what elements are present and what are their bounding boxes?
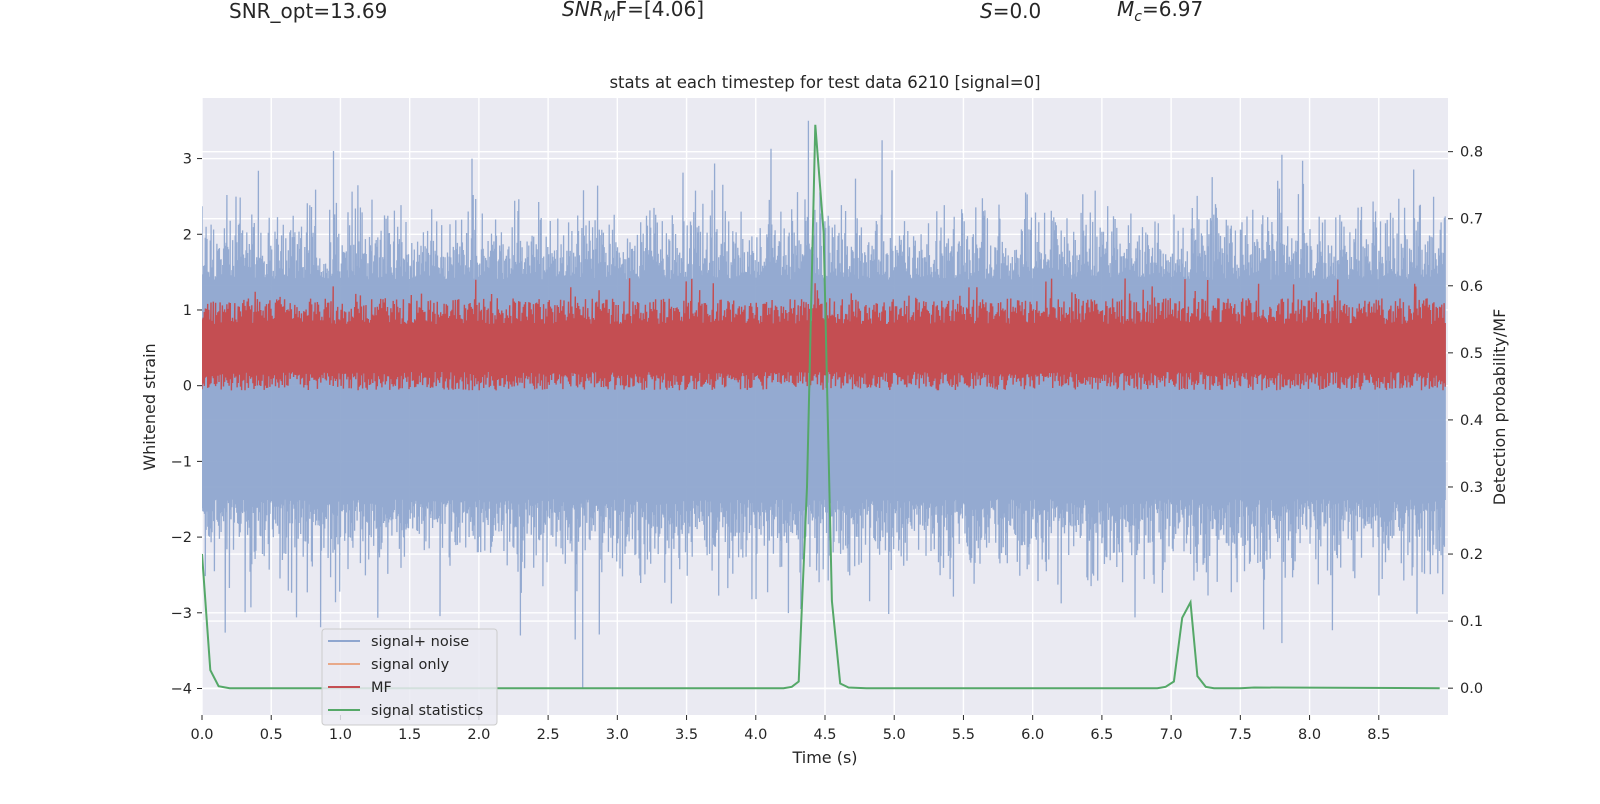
legend-label-mf: MF <box>371 680 392 696</box>
y-tick-label: 3 <box>183 152 192 168</box>
x-tick-label: 1.0 <box>329 727 352 743</box>
x-tick-label: 2.0 <box>467 727 490 743</box>
series-signal-noise <box>202 120 1446 689</box>
x-tick-label: 2.5 <box>537 727 560 743</box>
legend-label-signal-only: signal only <box>371 657 450 673</box>
y-axis-label: Whitened strain <box>140 343 159 470</box>
s-label: S=0.0 <box>980 0 1041 23</box>
y-tick-label: 1 <box>183 303 192 319</box>
y2-tick-label: 0.3 <box>1460 480 1483 496</box>
mc-value: =6.97 <box>1142 0 1203 21</box>
x-tick-label: 6.0 <box>1021 727 1044 743</box>
y2-axis-label: Detection probability/MF <box>1490 309 1509 506</box>
y2-tick-label: 0.5 <box>1460 346 1483 362</box>
y2-tick-label: 0.6 <box>1460 279 1483 295</box>
y2-tick-label: 0.8 <box>1460 145 1483 161</box>
x-tick-label: 7.5 <box>1229 727 1252 743</box>
x-tick-label: 8.5 <box>1367 727 1390 743</box>
y-axis-ticks: 3 2 1 0 −1 −2 −3 −4 <box>171 152 202 698</box>
snr-mf-value: F=[4.06] <box>616 0 704 21</box>
mc-label: Mc=6.97 <box>1117 0 1203 25</box>
y-tick-label: −2 <box>171 530 192 546</box>
x-tick-label: 0.5 <box>260 727 283 743</box>
snr-mf-subscript: M <box>604 9 616 25</box>
x-tick-label: 6.5 <box>1090 727 1113 743</box>
snr-mf-symbol: SNR <box>562 0 604 21</box>
x-tick-label: 5.5 <box>952 727 975 743</box>
y-tick-label: −1 <box>171 454 192 470</box>
x-tick-label: 0.0 <box>190 727 213 743</box>
y2-tick-label: 0.7 <box>1460 212 1483 228</box>
snr-opt-label: SNR_opt=13.69 <box>229 0 387 23</box>
chart-title: stats at each timestep for test data 621… <box>609 73 1040 92</box>
mc-symbol: M <box>1117 0 1134 21</box>
x-tick-label: 7.0 <box>1160 727 1183 743</box>
signal-noise-line <box>202 120 1446 689</box>
legend-label-signal-statistics: signal statistics <box>371 703 483 719</box>
s-symbol: S <box>980 0 993 23</box>
x-tick-label: 4.5 <box>813 727 836 743</box>
y2-tick-label: 0.0 <box>1460 681 1483 697</box>
y-tick-label: 0 <box>183 379 192 395</box>
x-tick-label: 4.0 <box>744 727 767 743</box>
x-tick-label: 3.5 <box>675 727 698 743</box>
y2-axis-ticks: 0.8 0.7 0.6 0.5 0.4 0.3 0.2 0.1 0.0 <box>1448 145 1483 697</box>
x-tick-label: 1.5 <box>398 727 421 743</box>
s-value: =0.0 <box>993 0 1042 23</box>
x-axis-ticks: 0.0 0.5 1.0 1.5 2.0 2.5 3.0 3.5 4.0 4.5 5.0 5.5 6.0 6… <box>190 715 1390 743</box>
x-axis-label: Time (s) <box>791 748 857 767</box>
y-tick-label: −3 <box>171 606 192 622</box>
y-tick-label: 2 <box>183 227 192 243</box>
mf-line <box>202 278 1446 391</box>
x-tick-label: 5.0 <box>883 727 906 743</box>
series-mf <box>202 278 1446 391</box>
legend-label-signal-noise: signal+ noise <box>371 634 469 650</box>
x-tick-label: 8.0 <box>1298 727 1321 743</box>
legend-box <box>321 628 498 726</box>
y2-tick-label: 0.1 <box>1460 614 1483 630</box>
x-tick-label: 3.0 <box>606 727 629 743</box>
y2-tick-label: 0.4 <box>1460 413 1483 429</box>
y-tick-label: −4 <box>171 682 192 698</box>
y2-tick-label: 0.2 <box>1460 547 1483 563</box>
legend: signal+ noise signal only MF signal stat… <box>321 628 498 726</box>
mc-subscript: c <box>1134 9 1142 25</box>
snr-mf-label: SNRMF=[4.06] <box>562 0 704 25</box>
